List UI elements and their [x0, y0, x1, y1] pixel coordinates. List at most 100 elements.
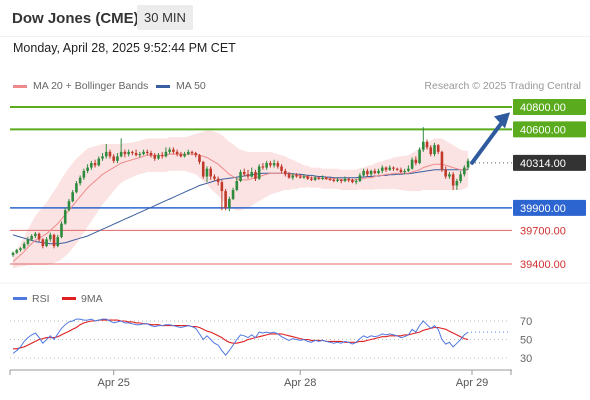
forecast-arrow [470, 120, 504, 165]
candle-body [444, 169, 447, 177]
candle-body [138, 154, 142, 156]
level-badge-40800.00 [513, 99, 586, 115]
candle-body [463, 167, 466, 175]
candle-body [145, 151, 149, 153]
candle-body [422, 141, 425, 150]
candle-body [429, 147, 433, 155]
candle-body [67, 201, 71, 211]
candle-body [231, 189, 235, 199]
candle-body [321, 177, 324, 179]
candle-body [19, 248, 22, 250]
rsi-tick-30: 30 [520, 353, 532, 365]
candle-body [254, 172, 257, 179]
instrument-title: Dow Jones (CME) [12, 10, 139, 27]
candle-body [358, 175, 362, 182]
candle-body [317, 177, 321, 179]
candle-body [459, 174, 462, 182]
candle-body [97, 158, 101, 166]
candle-body [280, 166, 283, 171]
bollinger-band [13, 130, 469, 269]
candle-body [283, 170, 287, 175]
candle-body [395, 168, 399, 170]
candle-body [313, 177, 317, 180]
candle-body [325, 177, 328, 179]
candle-body [418, 149, 421, 164]
candle-body [22, 243, 26, 249]
candle-body [269, 163, 272, 166]
rsi-tick-70: 70 [520, 316, 532, 328]
candle-body [306, 176, 309, 179]
current-price-label: 40314.00 [520, 158, 566, 170]
candle-body [71, 192, 74, 202]
current-price-badge [513, 154, 586, 171]
candle-body [112, 156, 116, 161]
rsi-ma-legend-swatch [62, 297, 76, 300]
candle-body [276, 163, 280, 167]
candle-body [291, 175, 295, 178]
candle-body [451, 174, 455, 186]
candle-body [220, 182, 224, 192]
candle-body [60, 223, 63, 238]
rsi-legend-swatch [13, 297, 27, 300]
candle-body [377, 170, 380, 174]
candle-body [399, 169, 403, 173]
candle-body [45, 239, 48, 247]
x-tick-label: Apr 29 [456, 377, 488, 389]
candle-body [37, 233, 41, 240]
candle-body [242, 172, 246, 175]
candle-body [30, 235, 33, 240]
candle-body [224, 191, 227, 208]
candle-body [436, 145, 440, 152]
candle-body [448, 174, 451, 177]
candle-body [205, 168, 209, 177]
timestamp: Monday, April 28, 2025 9:52:44 PM CET [13, 41, 236, 55]
candle-body [339, 179, 343, 182]
candle-body [179, 154, 183, 157]
candle-body [119, 151, 123, 157]
timeframe-button[interactable]: 30 MIN [137, 5, 193, 30]
candle-body [235, 181, 239, 190]
candle-body [153, 155, 157, 159]
candle-body [287, 174, 291, 178]
candle-body [75, 183, 78, 193]
legend-ma20-swatch [13, 84, 27, 88]
rsi-line [12, 318, 469, 356]
level-label-39900.00: 39900.00 [520, 203, 566, 215]
candle-body [351, 179, 354, 183]
candle-body [302, 176, 306, 178]
candle-body [168, 149, 171, 152]
candle-body [78, 177, 82, 184]
candle-body [149, 152, 153, 156]
legend-ma50-label: MA 50 [176, 80, 206, 92]
candle-body [407, 168, 410, 171]
candle-body [466, 160, 470, 168]
candle-body [246, 174, 250, 177]
candle-body [131, 151, 134, 153]
candle-body [403, 170, 406, 173]
candle-body [257, 166, 261, 179]
candle-body [101, 156, 104, 159]
candle-body [425, 141, 429, 148]
candle-body [332, 179, 336, 182]
legend-ma50: MA 50 [156, 80, 206, 92]
candle-body [26, 239, 30, 244]
legend-ma20: MA 20 + Bollinger Bands [13, 80, 148, 92]
candle-body [93, 163, 97, 166]
forecast-arrow-head [494, 112, 510, 129]
candle-body [414, 159, 418, 164]
candle-body [34, 233, 37, 236]
candle-body [362, 170, 365, 176]
candle-body [380, 167, 384, 171]
candle-body [175, 151, 179, 155]
candle-body [265, 163, 268, 168]
candle-body [157, 155, 160, 159]
candle-body [347, 178, 350, 180]
candle-body [82, 170, 86, 178]
candle-body [440, 151, 444, 170]
candle-body [310, 178, 313, 180]
candle-body [455, 181, 459, 186]
x-tick-label: Apr 25 [97, 377, 129, 389]
x-tick-label: Apr 28 [284, 377, 316, 389]
candle-body [228, 198, 231, 208]
